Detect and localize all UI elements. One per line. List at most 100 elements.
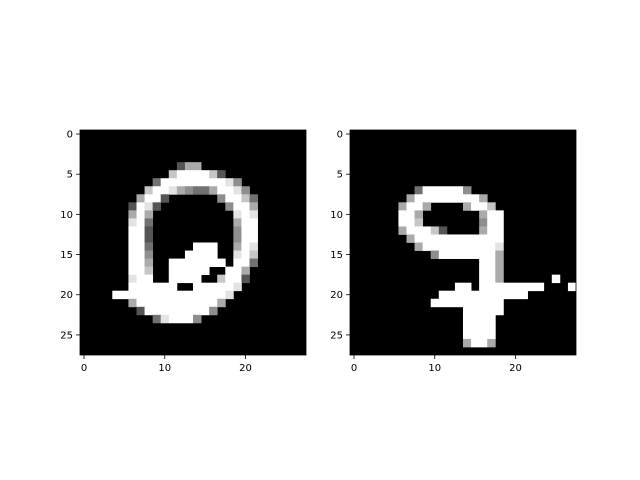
heatmap-cell [176, 186, 186, 195]
heatmap-cell [233, 282, 242, 292]
heatmap-cell [193, 178, 202, 187]
heatmap-cell [225, 202, 234, 211]
heatmap-cell [430, 242, 440, 251]
heatmap-cell [463, 298, 472, 308]
heatmap-cell [471, 306, 480, 316]
heatmap-cell [463, 282, 472, 292]
y-tick-label: 20 [330, 290, 343, 301]
heatmap-cell [398, 218, 407, 227]
heatmap-cell [225, 274, 234, 284]
heatmap-cell [128, 298, 137, 308]
heatmap-cell [487, 210, 496, 219]
heatmap-cell [217, 290, 226, 300]
heatmap-cell [241, 194, 250, 203]
heatmap-cell [487, 258, 496, 268]
heatmap-cell [136, 194, 145, 203]
heatmap-cell [193, 306, 202, 316]
heatmap-cell [201, 306, 210, 316]
heatmap-cell [136, 266, 145, 276]
heatmap-cell [479, 242, 488, 251]
heatmap-cell [209, 178, 218, 187]
heatmap-cell [446, 194, 456, 203]
heatmap-cell [160, 306, 170, 316]
heatmap-cell [487, 298, 496, 308]
heatmap-cell [233, 226, 242, 235]
heatmap-cell [233, 178, 242, 187]
heatmap-cell [438, 290, 448, 300]
heatmap-cell [527, 282, 537, 292]
heatmap-cell [487, 202, 496, 211]
heatmap-cell [241, 258, 250, 268]
heatmap-cell [144, 258, 154, 268]
heatmap-cell [152, 314, 162, 324]
heatmap-cell [201, 170, 210, 179]
heatmap-cell [454, 282, 464, 292]
heatmap-cell [209, 250, 218, 259]
heatmap-cell [136, 242, 145, 251]
heatmap-cell [487, 242, 496, 251]
heatmap-cell [128, 202, 137, 211]
heatmap-cell [249, 210, 258, 219]
heatmap-cell [446, 250, 456, 259]
heatmap-cell [233, 210, 242, 219]
heatmap-cell [136, 298, 145, 308]
y-tick-label: 15 [330, 250, 343, 261]
x-tick-label: 20 [239, 363, 252, 374]
heatmap-cell [225, 194, 234, 203]
heatmap-cell [144, 306, 154, 316]
heatmap-cell [201, 250, 210, 259]
heatmap-cell [398, 210, 407, 219]
heatmap-cell [479, 202, 488, 211]
heatmap-cell [463, 202, 472, 211]
heatmap-cell [184, 258, 194, 268]
heatmap-cell [136, 290, 145, 300]
heatmap-cell [144, 298, 154, 308]
heatmap-cell [495, 258, 504, 268]
heatmap-cell [144, 266, 154, 276]
heatmap-cell [471, 290, 480, 300]
heatmap-cell [495, 306, 504, 316]
heatmap-cell [249, 242, 258, 251]
heatmap-cell [241, 234, 250, 243]
heatmap-cell [176, 290, 186, 300]
heatmap-cell [495, 298, 504, 308]
heatmap-cell [495, 242, 504, 251]
heatmap-cell [487, 218, 496, 227]
heatmap-cell [160, 282, 170, 292]
heatmap-cell [144, 234, 154, 243]
heatmap-cell [430, 226, 440, 235]
heatmap-cell [249, 250, 258, 259]
heatmap-cell [176, 298, 186, 308]
heatmap-cell [152, 186, 162, 195]
heatmap-cell [168, 170, 178, 179]
heatmap-cell [479, 290, 488, 300]
heatmap-cell [454, 234, 464, 243]
heatmap-cell [487, 314, 496, 324]
heatmap-cell [463, 234, 472, 243]
heatmap-cell [112, 290, 121, 300]
heatmap-cell [144, 194, 154, 203]
x-tick-label: 10 [428, 363, 441, 374]
heatmap-cell [430, 234, 440, 243]
heatmap-cell [479, 338, 488, 348]
heatmap-cell [511, 290, 520, 300]
heatmap-cell [487, 266, 496, 276]
heatmap-cell [446, 234, 456, 243]
heatmap-cell [430, 250, 440, 259]
heatmap-cell [128, 250, 137, 259]
heatmap-cell [176, 274, 186, 284]
heatmap-cell [479, 258, 488, 268]
heatmap-cell [225, 178, 234, 187]
heatmap-cell [463, 330, 472, 340]
heatmap-cell [422, 202, 432, 211]
heatmap-cell [168, 266, 178, 276]
heatmap-cell [430, 186, 440, 195]
heatmap-cell [160, 194, 170, 203]
heatmap-cell [487, 330, 496, 340]
heatmap-cell [438, 250, 448, 259]
heatmap-cell [454, 242, 464, 251]
heatmap-cell [184, 266, 194, 276]
heatmap-cell [471, 338, 480, 348]
heatmap-cell [241, 226, 250, 235]
heatmap-cell [233, 186, 242, 195]
